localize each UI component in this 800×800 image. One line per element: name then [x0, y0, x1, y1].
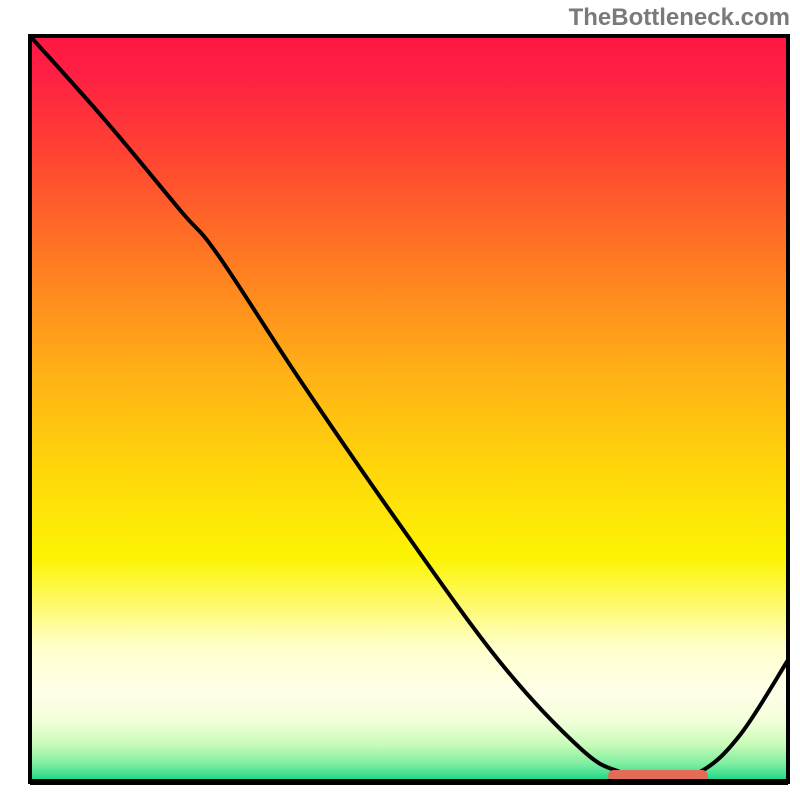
- bottleneck-chart: [0, 0, 800, 800]
- gradient-area: [30, 36, 788, 782]
- watermark-text: TheBottleneck.com: [569, 4, 790, 32]
